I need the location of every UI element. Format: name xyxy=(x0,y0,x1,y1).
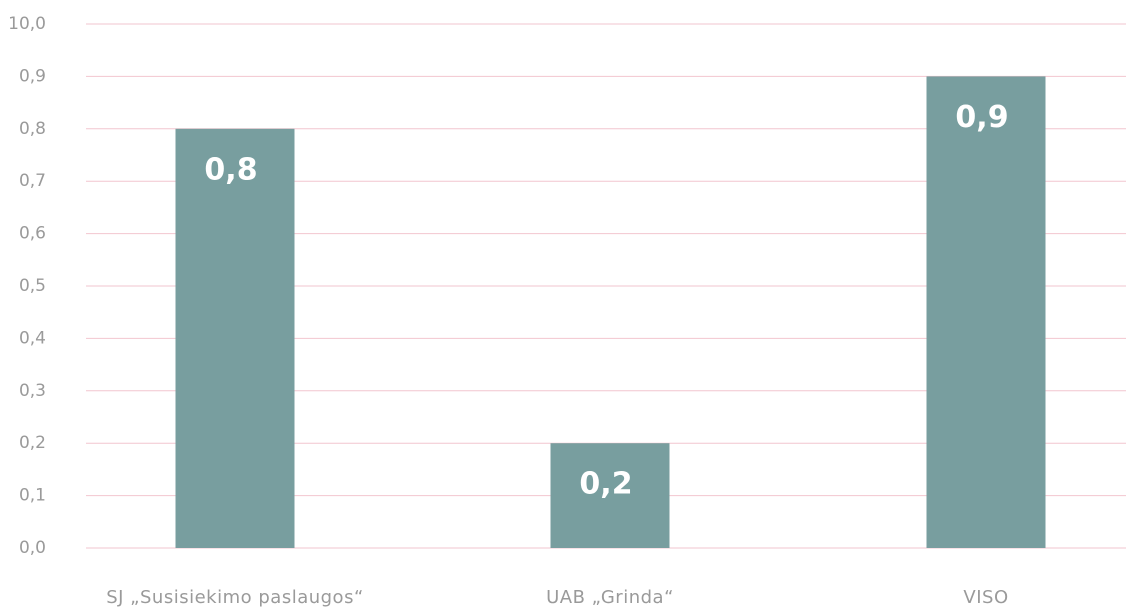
x-tick-label: VISO xyxy=(963,587,1008,608)
bar xyxy=(175,128,295,549)
value-label: 0,8 xyxy=(204,152,257,187)
bar xyxy=(926,76,1046,549)
y-tick-label: 0,2 xyxy=(19,433,46,453)
y-tick-label: 0,9 xyxy=(19,66,46,86)
y-tick-label: 0,6 xyxy=(19,224,46,244)
y-tick-label: 0,1 xyxy=(19,486,46,506)
y-tick-label: 0,3 xyxy=(19,381,46,401)
y-tick-label: 0,5 xyxy=(19,276,46,296)
value-label: 0,2 xyxy=(579,467,632,502)
y-tick-label: 0,4 xyxy=(19,328,46,348)
y-tick-label: 10,0 xyxy=(8,14,46,34)
value-label: 0,9 xyxy=(955,100,1008,135)
x-tick-label: UAB „Grinda“ xyxy=(546,587,674,608)
y-tick-label: 0,0 xyxy=(19,538,46,558)
y-tick-label: 0,8 xyxy=(19,119,46,139)
y-tick-label: 0,7 xyxy=(19,171,46,191)
bar xyxy=(550,443,670,548)
x-tick-label: SJ „Susisiekimo paslaugos“ xyxy=(106,587,364,608)
